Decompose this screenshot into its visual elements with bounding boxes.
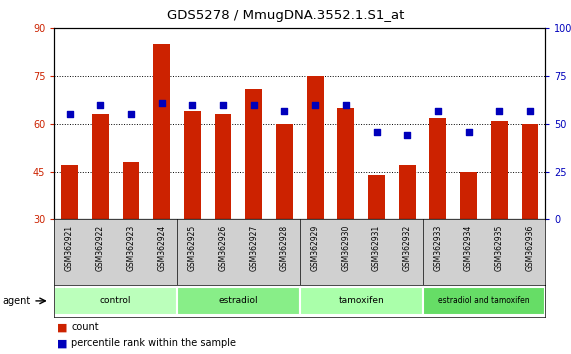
Text: tamoxifen: tamoxifen <box>338 296 384 306</box>
Point <box>65 112 74 117</box>
Text: GSM362926: GSM362926 <box>219 225 228 271</box>
Text: percentile rank within the sample: percentile rank within the sample <box>71 338 236 348</box>
Point <box>341 102 351 108</box>
Point <box>372 129 381 135</box>
Bar <box>307 76 324 219</box>
Point <box>464 129 473 135</box>
Bar <box>521 124 538 219</box>
Text: GSM362925: GSM362925 <box>188 225 197 271</box>
Bar <box>491 121 508 219</box>
Bar <box>61 165 78 219</box>
Point <box>311 102 320 108</box>
Text: GSM362927: GSM362927 <box>249 225 258 271</box>
Bar <box>177 287 300 315</box>
Bar <box>92 114 108 219</box>
Point <box>403 132 412 138</box>
Text: GSM362933: GSM362933 <box>433 225 443 271</box>
Bar <box>54 287 177 315</box>
Bar <box>300 287 423 315</box>
Bar <box>460 172 477 219</box>
Text: GDS5278 / MmugDNA.3552.1.S1_at: GDS5278 / MmugDNA.3552.1.S1_at <box>167 9 404 22</box>
Text: GSM362930: GSM362930 <box>341 225 351 271</box>
Text: GSM362934: GSM362934 <box>464 225 473 271</box>
Bar <box>184 111 201 219</box>
Text: GSM362935: GSM362935 <box>494 225 504 271</box>
Text: GSM362936: GSM362936 <box>525 225 534 271</box>
Point <box>280 108 289 113</box>
Point <box>525 108 534 113</box>
Text: estradiol: estradiol <box>219 296 258 306</box>
Bar <box>123 162 139 219</box>
Text: GSM362931: GSM362931 <box>372 225 381 271</box>
Bar <box>399 165 416 219</box>
Bar <box>368 175 385 219</box>
Bar <box>276 124 293 219</box>
Point <box>433 108 443 113</box>
Bar <box>215 114 231 219</box>
Text: count: count <box>71 322 99 332</box>
Point <box>188 102 197 108</box>
Bar <box>246 89 262 219</box>
Text: ■: ■ <box>57 322 67 332</box>
Bar <box>153 44 170 219</box>
Text: GSM362924: GSM362924 <box>157 225 166 271</box>
Text: control: control <box>100 296 131 306</box>
Bar <box>423 287 545 315</box>
Point <box>249 102 258 108</box>
Text: GSM362923: GSM362923 <box>126 225 135 271</box>
Text: GSM362921: GSM362921 <box>65 225 74 271</box>
Text: GSM362922: GSM362922 <box>96 225 105 271</box>
Text: GSM362929: GSM362929 <box>311 225 320 271</box>
Text: ■: ■ <box>57 338 67 348</box>
Point <box>494 108 504 113</box>
Text: GSM362932: GSM362932 <box>403 225 412 271</box>
Text: estradiol and tamoxifen: estradiol and tamoxifen <box>438 296 530 306</box>
Point <box>126 112 135 117</box>
Text: GSM362928: GSM362928 <box>280 225 289 271</box>
Point <box>219 102 228 108</box>
Bar <box>429 118 447 219</box>
Bar <box>337 108 354 219</box>
Point <box>157 100 166 106</box>
Text: agent: agent <box>3 296 31 306</box>
Point <box>96 102 105 108</box>
